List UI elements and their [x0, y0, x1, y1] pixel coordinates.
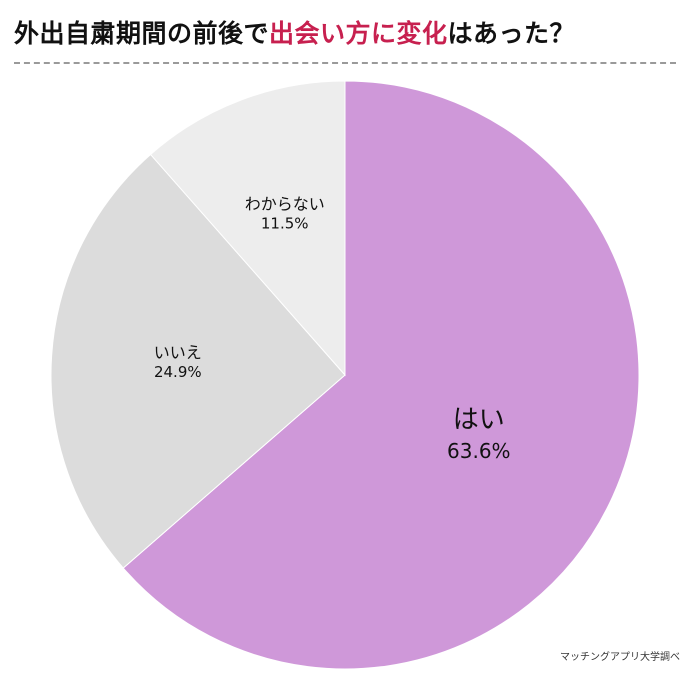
- slice-label: わからない: [245, 195, 325, 214]
- slice-label: いいえ: [154, 343, 202, 362]
- source-note: マッチングアプリ大学調べ: [560, 652, 680, 663]
- slice-label: はい: [453, 405, 505, 435]
- pie-slice: [149, 80, 346, 377]
- slice-value: 11.5%: [261, 215, 309, 233]
- slice-value: 24.9%: [154, 363, 202, 381]
- chart-title: 外出自粛期間の前後で出会い方に変化はあった？: [14, 14, 575, 50]
- title-prefix: 外出自粛期間の前後で: [14, 19, 270, 48]
- title-divider: [14, 62, 676, 64]
- title-highlight: 出会い方に変化: [269, 19, 448, 48]
- title-suffix: はあった？: [447, 19, 576, 48]
- slice-value: 63.6%: [447, 439, 511, 463]
- pie-slice: [50, 153, 346, 569]
- pie-slice: [122, 80, 640, 670]
